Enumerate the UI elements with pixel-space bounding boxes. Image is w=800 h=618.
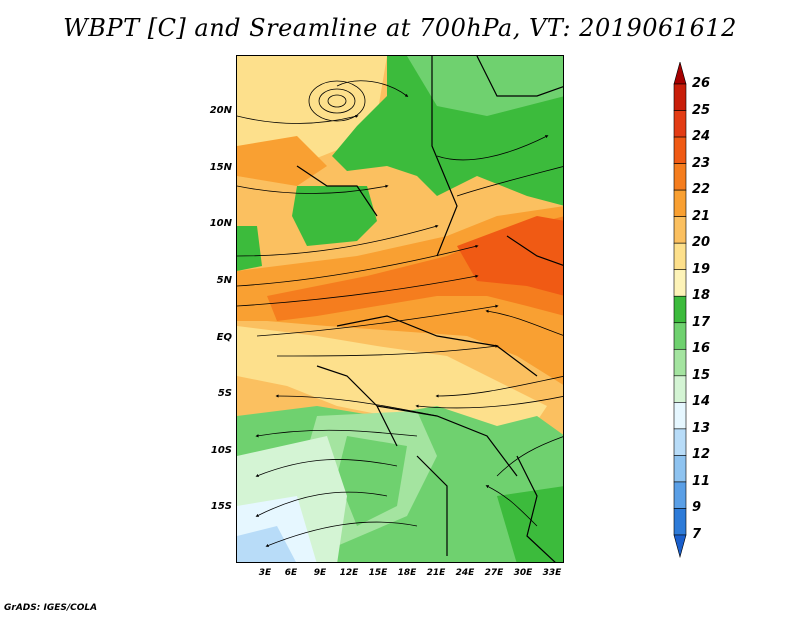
colorbar-swatch [673, 534, 687, 559]
colorbar-swatch [673, 110, 687, 138]
lat-label: 15N [209, 162, 232, 173]
lon-label: 33E [542, 568, 562, 578]
colorbar [660, 60, 740, 562]
colorbar-bar [673, 60, 687, 559]
lat-label: 15S [210, 501, 232, 512]
lat-label: 5N [216, 275, 232, 286]
credit-text: GrADS: IGES/COLA [4, 603, 98, 613]
colorbar-label: 9 [692, 500, 702, 516]
colorbar-label: 15 [692, 367, 711, 383]
wbpt-field [237, 56, 563, 562]
colorbar-label: 25 [692, 102, 711, 118]
colorbar-label: 21 [692, 208, 711, 224]
colorbar-swatch [673, 402, 687, 430]
colorbar-swatch [673, 428, 687, 456]
colorbar-swatch [673, 508, 687, 536]
colorbar-swatch [673, 322, 687, 350]
lon-label: 9E [313, 568, 327, 578]
lat-label: 10S [210, 445, 232, 456]
colorbar-swatch [673, 375, 687, 403]
colorbar-label: 11 [692, 473, 711, 489]
lat-label: EQ [216, 332, 232, 343]
colorbar-label: 18 [692, 288, 711, 304]
lat-label: 10N [209, 218, 232, 229]
colorbar-label: 12 [692, 447, 711, 463]
lon-label: 12E [339, 568, 359, 578]
colorbar-swatch [673, 189, 687, 217]
colorbar-swatch [673, 60, 687, 85]
map-panel [236, 55, 564, 563]
colorbar-label: 7 [692, 527, 702, 542]
colorbar-swatch [673, 242, 687, 271]
colorbar-label: 14 [692, 394, 711, 410]
colorbar-label: 16 [692, 341, 711, 357]
lon-label: 24E [455, 568, 475, 578]
colorbar-label: 24 [692, 129, 711, 145]
lon-label: 30E [513, 568, 533, 578]
colorbar-swatch [673, 216, 687, 244]
colorbar-label: 19 [692, 261, 711, 277]
colorbar-label: 22 [692, 182, 711, 198]
colorbar-swatch [673, 348, 687, 377]
map-title: WBPT [C] and Sreamline at 700hPa, VT: 20… [63, 14, 737, 42]
lon-label: 21E [426, 568, 446, 578]
lat-label: 20N [209, 105, 232, 116]
colorbar-swatch [673, 136, 687, 164]
lon-label: 3E [258, 568, 272, 578]
colorbar-swatch [673, 455, 687, 483]
lat-label: 5S [217, 388, 232, 399]
lon-label: 6E [284, 568, 298, 578]
colorbar-swatch [673, 481, 687, 509]
colorbar-swatch [673, 83, 687, 111]
colorbar-label: 13 [692, 420, 711, 436]
colorbar-label: 26 [692, 76, 711, 91]
colorbar-swatch [673, 269, 687, 297]
colorbar-swatch [673, 295, 687, 324]
lon-label: 15E [368, 568, 388, 578]
lon-label: 18E [397, 568, 417, 578]
lon-label: 27E [484, 568, 504, 578]
colorbar-swatch [673, 163, 687, 191]
colorbar-label: 23 [692, 155, 711, 171]
colorbar-label: 20 [692, 235, 711, 251]
colorbar-label: 17 [692, 314, 711, 330]
